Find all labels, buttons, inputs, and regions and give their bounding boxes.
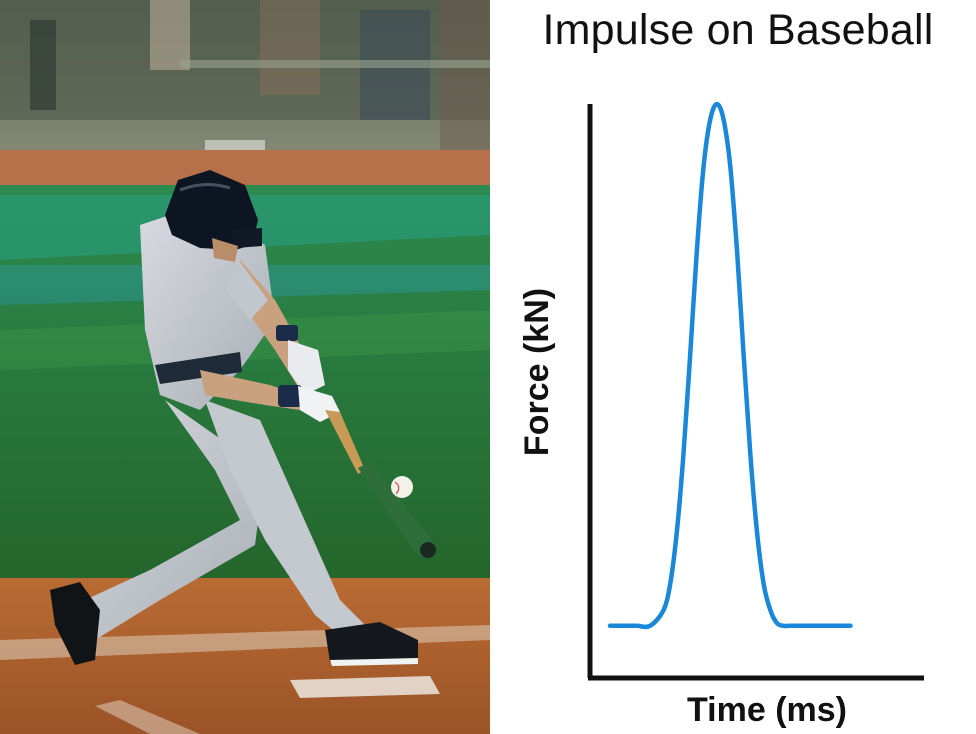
chart-title: Impulse on Baseball	[542, 6, 934, 54]
batter-photo	[0, 0, 490, 734]
y-axis-label: Force (kN)	[518, 288, 556, 456]
impulse-chart: Time (ms) Force (kN)	[518, 101, 924, 729]
force-curve-line	[607, 101, 853, 630]
x-axis-label: Time (ms)	[687, 691, 847, 729]
